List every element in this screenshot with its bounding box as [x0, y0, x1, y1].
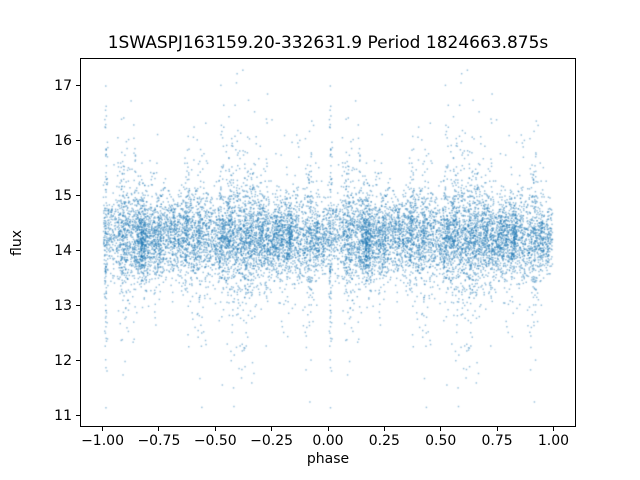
y-tick-mark — [76, 140, 80, 142]
x-tick-mark — [214, 427, 216, 431]
x-tick-label: −1.00 — [81, 433, 124, 449]
x-tick-label: −0.75 — [137, 433, 181, 449]
y-tick-label: 16 — [54, 132, 72, 149]
scatter-points-canvas — [81, 59, 575, 426]
x-tick-mark — [327, 427, 329, 431]
x-tick-mark — [552, 427, 554, 431]
x-tick-mark — [102, 427, 104, 431]
plot-area — [80, 58, 576, 427]
y-tick-mark — [76, 195, 80, 197]
y-tick-label: 17 — [54, 77, 72, 94]
y-tick-mark — [76, 305, 80, 307]
y-tick-label: 13 — [54, 297, 72, 314]
y-tick-mark — [76, 250, 80, 252]
x-tick-label: 0.50 — [425, 433, 457, 449]
x-tick-label: −0.25 — [250, 433, 294, 449]
x-tick-label: 0.00 — [312, 433, 344, 449]
x-tick-mark — [440, 427, 442, 431]
x-tick-mark — [496, 427, 498, 431]
y-tick-label: 11 — [54, 407, 72, 424]
y-tick-label: 12 — [54, 352, 72, 369]
x-tick-label: 1.00 — [537, 433, 570, 449]
x-tick-mark — [158, 427, 160, 431]
x-tick-label: 0.25 — [368, 433, 400, 449]
x-axis-label: phase — [306, 451, 350, 467]
y-tick-label: 14 — [54, 242, 72, 259]
y-tick-mark — [76, 85, 80, 87]
y-tick-mark — [76, 415, 80, 417]
chart-title: 1SWASPJ163159.20-332631.9 Period 1824663… — [107, 33, 549, 53]
y-tick-mark — [76, 360, 80, 362]
y-tick-label: 15 — [54, 187, 72, 204]
x-tick-label: −0.50 — [193, 433, 237, 449]
x-tick-mark — [271, 427, 273, 431]
x-tick-label: 0.75 — [481, 433, 513, 449]
x-tick-mark — [383, 427, 385, 431]
y-axis-label: flux — [9, 230, 25, 256]
